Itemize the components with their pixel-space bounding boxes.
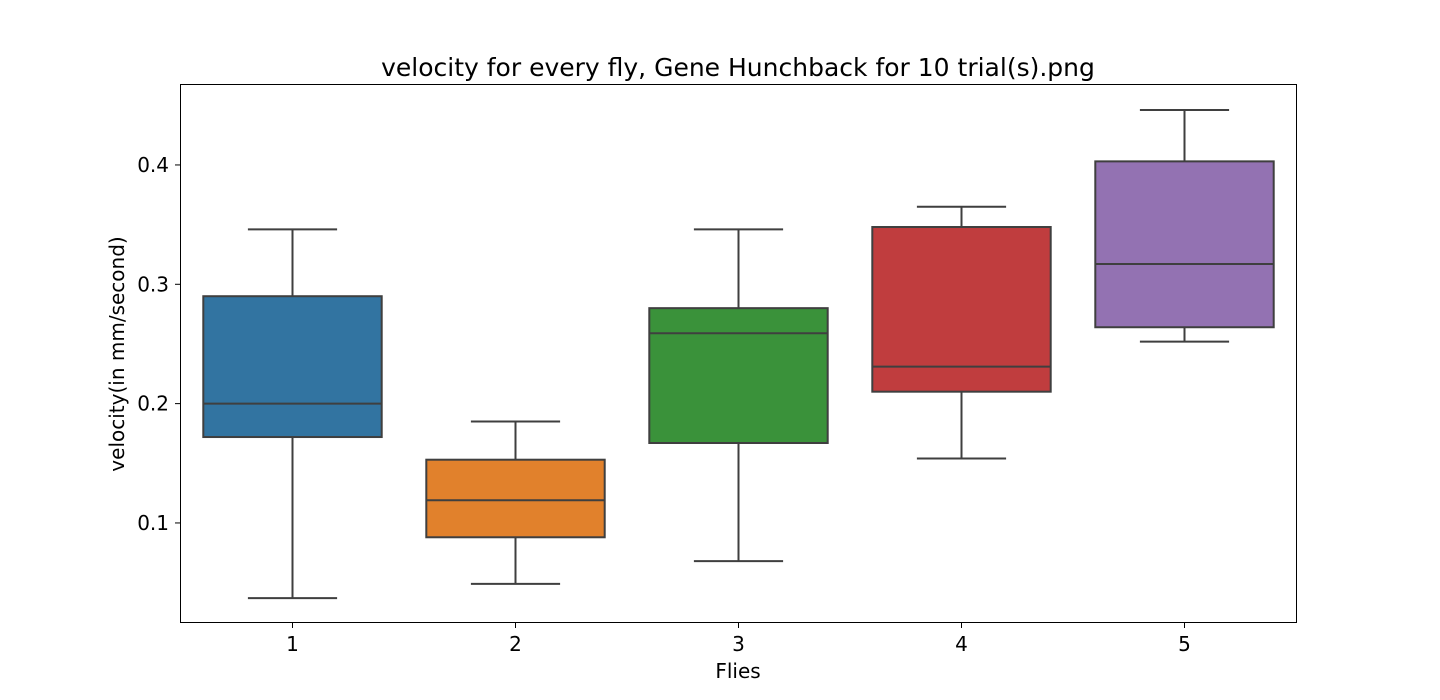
y-tick-label: 0.1 (137, 511, 169, 535)
x-tick-label: 5 (1178, 632, 1191, 656)
y-axis: 0.1 0.2 0.3 0.4 (137, 153, 181, 535)
box-iqr (425, 458, 606, 539)
y-tick-label: 0.3 (137, 272, 169, 296)
x-tick-label: 2 (509, 632, 522, 656)
box-iqr (1094, 160, 1275, 329)
box-iqr (871, 226, 1052, 393)
plot-area (202, 109, 1275, 600)
x-tick-label: 4 (955, 632, 968, 656)
chart-title: velocity for every fly, Gene Hunchback f… (381, 53, 1095, 82)
y-tick-label: 0.4 (137, 153, 169, 177)
box-group-fly-4 (871, 205, 1052, 460)
box-iqr (648, 307, 829, 444)
x-axis: 1 2 3 4 5 (286, 622, 1191, 656)
box-iqr (202, 295, 383, 439)
y-tick-label: 0.2 (137, 392, 169, 416)
box-group-fly-2 (425, 420, 606, 585)
box-group-fly-3 (648, 228, 829, 563)
y-axis-label: velocity(in mm/second) (105, 236, 129, 471)
x-tick-label: 3 (732, 632, 745, 656)
box-group-fly-1 (202, 228, 383, 600)
x-axis-label: Flies (715, 659, 760, 683)
box-group-fly-5 (1094, 109, 1275, 343)
x-tick-label: 1 (286, 632, 299, 656)
